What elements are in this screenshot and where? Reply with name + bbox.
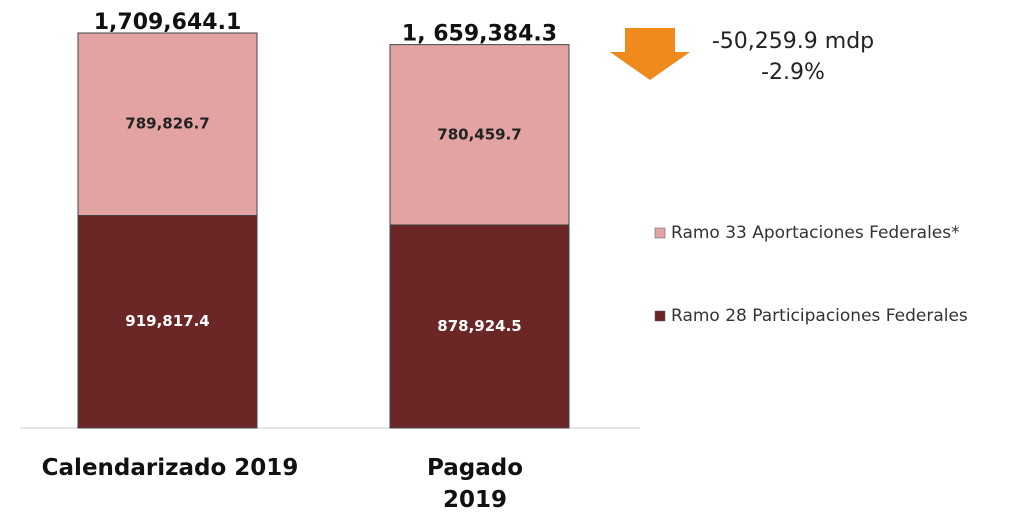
bar-segment (389, 224, 570, 429)
legend-swatch (654, 227, 666, 239)
x-tick-label: Calendarizado 2019 (41, 455, 299, 481)
value-label: 780,459.7 (437, 125, 521, 143)
down-arrow (610, 28, 690, 80)
total-label: 1,709,644.1 (94, 10, 242, 35)
change-pct-label: -2.9% (761, 60, 825, 85)
value-label: 878,924.5 (437, 317, 521, 335)
x-tick-label: Pagado 2019 (426, 455, 523, 513)
legend-label: Ramo 33 Aportaciones Federales* (671, 223, 960, 243)
legend-label: Ramo 28 Participaciones Federales (671, 306, 968, 326)
bar-segment (77, 214, 258, 429)
value-label: 919,817.4 (125, 312, 209, 330)
total-label: 1, 659,384.3 (402, 22, 557, 47)
bar-segment (77, 32, 258, 216)
change-label: -50,259.9 mdp (712, 29, 874, 54)
legend-swatch (654, 310, 666, 322)
bar-segment (389, 44, 570, 226)
value-label: 789,826.7 (125, 115, 209, 133)
